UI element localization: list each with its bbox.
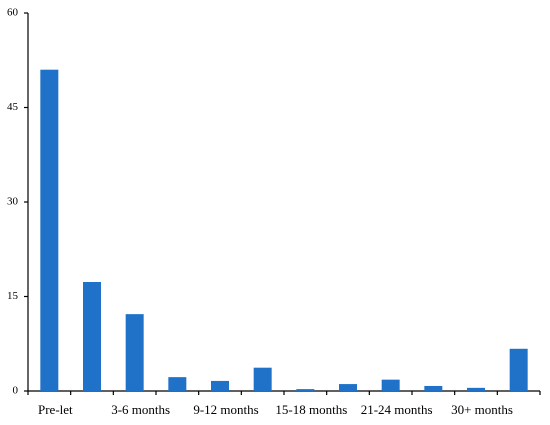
- y-tick-label: 0: [13, 385, 19, 397]
- y-tick-label: 15: [7, 290, 19, 302]
- bar: [40, 69, 59, 391]
- bar: [253, 367, 272, 391]
- bar: [125, 314, 144, 391]
- bar: [467, 387, 485, 391]
- bar: [381, 379, 400, 391]
- bar: [424, 385, 443, 391]
- bar: [211, 380, 229, 391]
- bar: [339, 384, 357, 391]
- bar: [509, 348, 528, 391]
- x-tick-label: 3-6 months: [111, 402, 170, 417]
- x-tick-label: 9-12 months: [193, 402, 258, 417]
- x-tick-label: 21-24 months: [361, 402, 433, 417]
- bar: [168, 377, 187, 391]
- bar: [296, 389, 315, 391]
- y-tick-label: 60: [7, 7, 19, 19]
- x-tick-label: 15-18 months: [275, 402, 347, 417]
- x-tick-label: 30+ months: [451, 402, 513, 417]
- x-tick-label: Pre-let: [38, 402, 73, 417]
- y-tick-label: 30: [7, 196, 19, 208]
- y-tick-label: 45: [7, 101, 19, 113]
- bar: [83, 282, 101, 391]
